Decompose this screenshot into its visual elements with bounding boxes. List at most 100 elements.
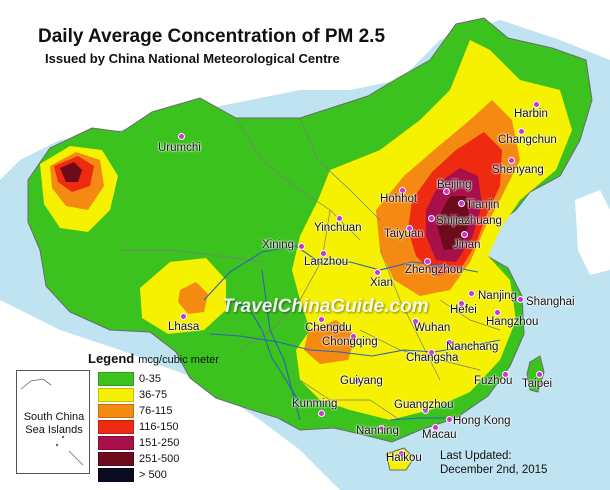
city-label-chongqing: Chongqing [322, 336, 378, 348]
legend-unit: mcg/cubic meter [138, 354, 219, 366]
map-subtitle: Issued by China National Meteorological … [45, 51, 340, 66]
city-marker-tianjin[interactable] [458, 200, 465, 207]
map-title: Daily Average Concentration of PM 2.5 [38, 26, 386, 47]
outside-land-west [0, 0, 300, 180]
last-updated-date: December 2nd, 2015 [440, 464, 548, 476]
city-marker-chengdu[interactable] [318, 316, 325, 323]
city-marker-macau[interactable] [432, 424, 439, 431]
city-marker-nanning[interactable] [378, 425, 385, 432]
city-marker-yinchuan[interactable] [336, 215, 343, 222]
city-label-guangzhou: Guangzhou [394, 399, 454, 411]
hainan-island [385, 447, 415, 471]
city-marker-chongqing[interactable] [350, 333, 357, 340]
city-label-nanning: Nanning [356, 425, 399, 437]
city-label-xining: Xining [262, 239, 294, 251]
city-marker-lanzhou[interactable] [320, 250, 327, 257]
last-updated-label: Last Updated: [440, 450, 512, 462]
legend-swatch [98, 468, 134, 482]
legend-swatch [98, 372, 134, 386]
legend-header: Legend mcg/cubic meter [88, 350, 219, 368]
city-label-nanjing: Nanjing [478, 290, 517, 302]
outside-land-north [300, 0, 610, 90]
city-marker-guangzhou[interactable] [422, 407, 429, 414]
legend-item: 36-75 [98, 387, 179, 403]
city-marker-taipei[interactable] [536, 371, 543, 378]
city-marker-changsha[interactable] [428, 349, 435, 356]
inset-label: South China Sea Islands [19, 411, 89, 437]
city-label-taipei: Taipei [522, 378, 553, 390]
last-updated: Last Updated: December 2nd, 2015 [440, 449, 547, 477]
city-label-macau: Macau [422, 429, 457, 441]
city-label-shenyang: Shenyang [492, 164, 544, 176]
city-marker-xian[interactable] [374, 269, 381, 276]
legend-label: 76-115 [139, 405, 173, 417]
legend-swatch [98, 452, 134, 466]
city-marker-zhengzhou[interactable] [424, 258, 431, 265]
city-label-chengdu: Chengdu [305, 322, 352, 334]
city-marker-shanghai[interactable] [517, 296, 524, 303]
legend-swatch [98, 388, 134, 402]
legend-label: 0-35 [139, 373, 162, 385]
city-label-shijiazhuang: Shijiazhuang [436, 215, 502, 227]
legend-item: 251-500 [98, 451, 179, 467]
city-label-fuzhou: Fuzhou [474, 375, 513, 387]
city-marker-urumchi[interactable] [178, 133, 185, 140]
legend-swatch [98, 420, 134, 434]
legend-label: 36-75 [139, 389, 168, 401]
city-label-wuhan: Wuhan [414, 322, 451, 334]
city-marker-changchun[interactable] [518, 128, 525, 135]
legend-swatch [98, 436, 134, 450]
city-marker-guiyang[interactable] [354, 377, 361, 384]
city-label-guiyang: Guiyang [340, 375, 383, 387]
city-marker-beijing[interactable] [443, 188, 450, 195]
inset-label-line1: South China [23, 411, 85, 423]
legend-title: Legend [88, 351, 135, 366]
city-marker-lhasa[interactable] [180, 313, 187, 320]
city-marker-fuzhou[interactable] [502, 371, 509, 378]
city-marker-xining[interactable] [298, 243, 305, 250]
city-label-yinchuan: Yinchuan [314, 222, 362, 234]
city-marker-shenyang[interactable] [508, 157, 515, 164]
taiwan-island [526, 355, 545, 393]
zone-maroon-xinjiang [60, 162, 82, 182]
city-label-changsha: Changsha [406, 352, 459, 364]
city-marker-taiyuan[interactable] [406, 225, 413, 232]
city-marker-nanchang[interactable] [446, 339, 453, 346]
city-marker-shijiazhuang[interactable] [428, 215, 435, 222]
city-label-changchun: Changchun [498, 134, 557, 146]
city-label-hangzhou: Hangzhou [486, 316, 539, 328]
city-marker-kunming[interactable] [318, 410, 325, 417]
city-label-taiyuan: Taiyuan [384, 228, 424, 240]
city-label-xian: Xian [370, 277, 394, 289]
city-marker-hong-kong[interactable] [446, 416, 453, 423]
zone-orange-sichuan [304, 320, 356, 364]
city-label-lhasa: Lhasa [168, 321, 200, 333]
city-label-harbin: Harbin [514, 108, 548, 120]
legend-item: > 500 [98, 467, 179, 483]
city-label-zhengzhou: Zhengzhou [405, 264, 463, 276]
city-marker-wuhan[interactable] [412, 318, 419, 325]
legend-swatch [98, 404, 134, 418]
korea-peninsula [575, 190, 610, 275]
city-marker-hangzhou[interactable] [494, 309, 501, 316]
legend-item: 76-115 [98, 403, 179, 419]
legend-label: 151-250 [139, 437, 180, 449]
city-label-hefei: Hefei [450, 304, 477, 316]
city-label-jinan: Jinan [453, 239, 481, 251]
city-marker-hefei[interactable] [458, 300, 465, 307]
city-marker-haikou[interactable] [398, 450, 405, 457]
legend-item: 151-250 [98, 435, 179, 451]
inset-label-line2: Sea Islands [25, 424, 83, 436]
city-label-urumchi: Urumchi [158, 142, 201, 154]
city-marker-hohhot[interactable] [399, 187, 406, 194]
legend-item: 116-150 [98, 419, 179, 435]
city-marker-jinan[interactable] [461, 231, 468, 238]
city-label-shanghai: Shanghai [526, 296, 575, 308]
city-marker-harbin[interactable] [533, 101, 540, 108]
city-label-tianjin: Tianjin [466, 199, 500, 211]
city-marker-nanjing[interactable] [468, 290, 475, 297]
city-label-beijing: Beijing [437, 179, 472, 191]
watermark: TravelChinaGuide.com [222, 296, 429, 317]
